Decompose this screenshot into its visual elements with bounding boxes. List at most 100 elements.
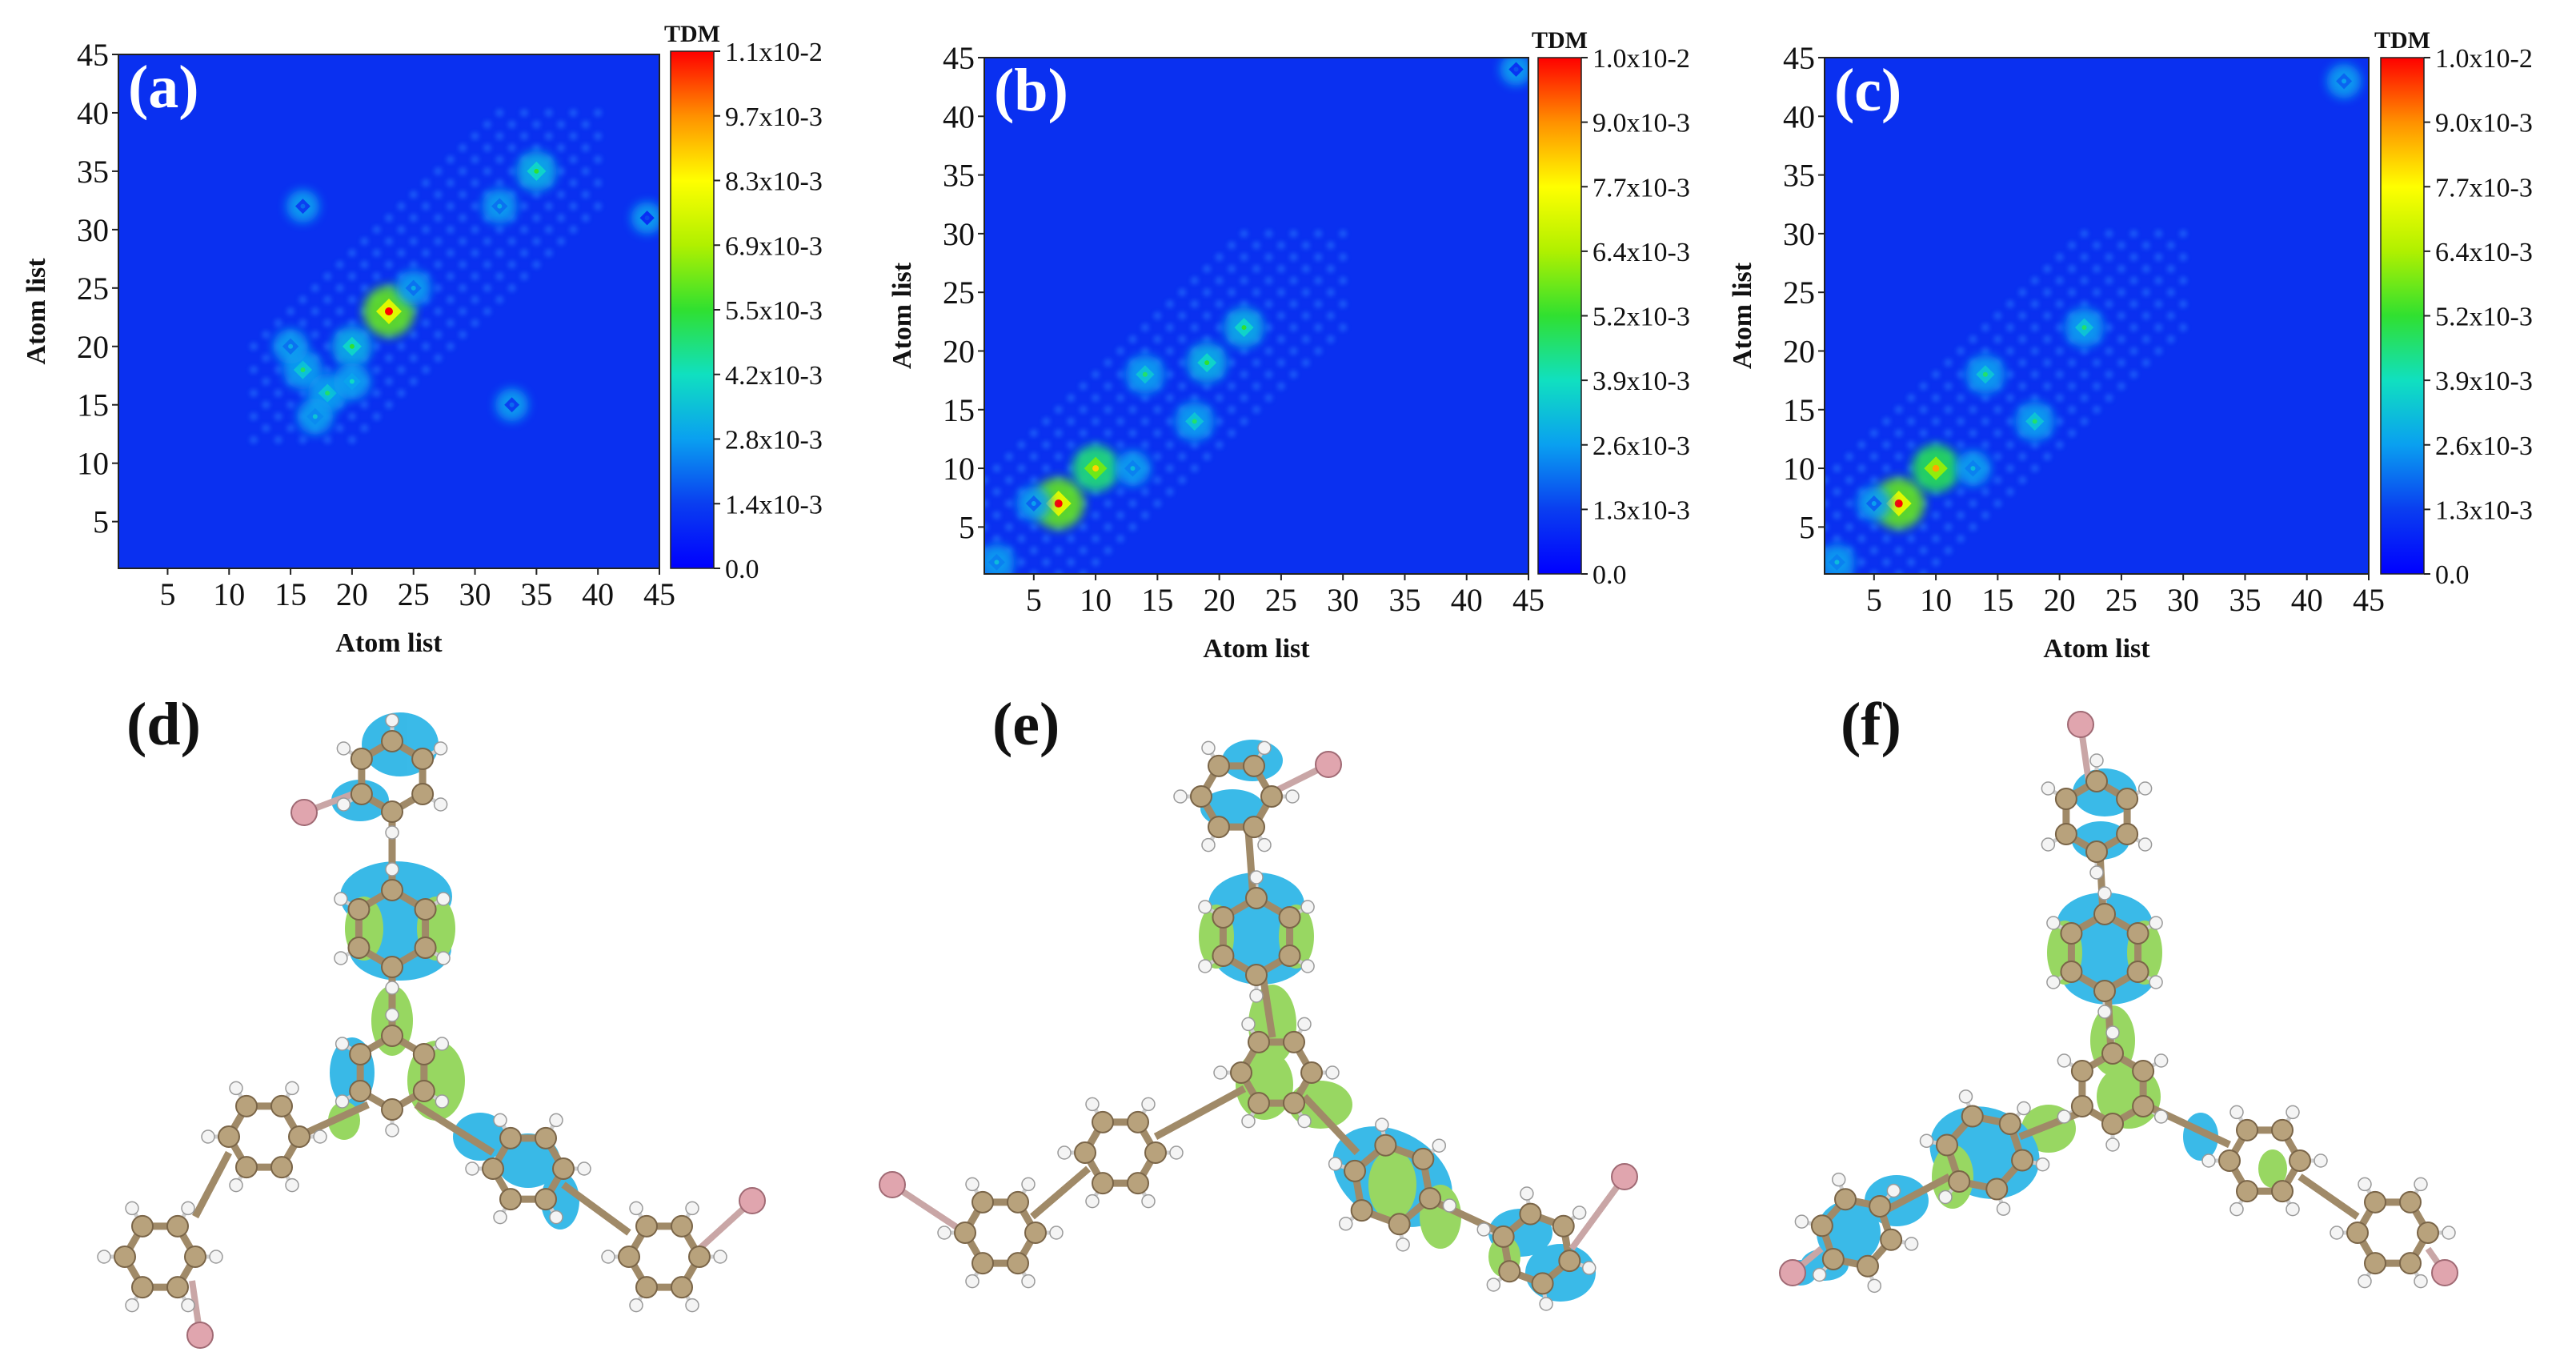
hydrogen-atom — [1325, 1065, 1340, 1080]
bromine-atom — [1315, 751, 1342, 778]
carbon-atom — [635, 1214, 658, 1238]
x-tick-label: 20 — [2044, 582, 2076, 618]
carbon-atom — [2132, 1060, 2155, 1082]
x-tick-label: 45 — [2353, 582, 2385, 618]
hydrogen-atom — [1241, 1113, 1256, 1129]
hydrogen-atom — [713, 1250, 727, 1264]
carbon-atom — [635, 1276, 658, 1299]
y-tick-label: 5 — [93, 504, 109, 540]
hydrogen-atom — [2229, 1105, 2244, 1120]
colorbar-tick-label: 0.0 — [1592, 560, 1627, 590]
hydrogen-atom — [493, 1113, 507, 1128]
bromine-atom — [186, 1322, 214, 1349]
x-tick-label: 35 — [2229, 582, 2261, 618]
carbon-atom — [1278, 945, 1301, 967]
x-tick-label: 45 — [643, 576, 675, 612]
plot-frame — [118, 54, 660, 569]
carbon-atom — [412, 1043, 435, 1065]
y-tick-label: 40 — [77, 95, 109, 131]
carbon-atom — [218, 1125, 240, 1148]
bromine-atom — [2067, 711, 2094, 738]
carbon-atom — [349, 1080, 372, 1102]
carbon-atom — [184, 1246, 206, 1268]
x-tick-label: 30 — [459, 576, 491, 612]
hydrogen-atom — [2149, 916, 2163, 930]
heatmap-hotspot — [2065, 307, 2104, 347]
y-tick-label: 25 — [1783, 275, 1815, 311]
colorbar — [670, 50, 715, 569]
y-tick-label: 25 — [77, 271, 109, 307]
carbon-atom — [1283, 1092, 1305, 1115]
bonds — [104, 720, 755, 1336]
carbon-atom — [1300, 1061, 1323, 1084]
colorbar-tick-label: 7.7x10-3 — [2435, 173, 2533, 203]
hydrogen-atom — [181, 1298, 195, 1313]
carbon-atom — [2070, 1095, 2093, 1117]
x-tick-label: 15 — [1981, 582, 2013, 618]
hydrogen-atom — [1257, 740, 1272, 756]
carbon-atom — [2101, 1113, 2124, 1135]
colorbar-tick-label: 5.5x10-3 — [725, 296, 823, 326]
heatmap-hotspot — [1224, 307, 1264, 348]
heatmap-hotspot — [1912, 444, 1960, 492]
hydrogen-atom — [385, 1008, 399, 1022]
heatmap-hotspot — [333, 363, 371, 400]
hydrogen-atom — [629, 1298, 643, 1313]
colorbar — [1537, 57, 1582, 575]
hydrogen-atom — [2314, 1153, 2328, 1168]
carbon-atom — [2417, 1222, 2439, 1244]
x-tick-label: 10 — [1080, 582, 1112, 618]
carbon-atom — [2060, 922, 2083, 945]
carbon-atom — [1350, 1199, 1373, 1222]
carbon-atom — [2101, 1042, 2124, 1065]
x-tick-label: 40 — [2291, 582, 2323, 618]
y-tick-label: 5 — [1799, 509, 1815, 545]
heatmap-panel: 5 10 15 20 25 30 35 40 45 5 10 15 20 25 30 35 40 45 Atom l… — [1728, 27, 2533, 664]
carbon-atom — [2054, 788, 2077, 810]
hydrogen-atom — [1085, 1193, 1100, 1209]
colorbar-tick-label: 9.0x10-3 — [2435, 109, 2533, 138]
hydrogen-atom — [2414, 1274, 2428, 1289]
carbon-atom — [1243, 816, 1265, 839]
colorbar-title: TDM — [1532, 27, 1588, 54]
hydrogen-atom — [1241, 1017, 1256, 1032]
y-tick-label: 35 — [77, 154, 109, 190]
carbon-atom — [288, 1125, 310, 1148]
hydrogen-atom — [1919, 1133, 1934, 1149]
hydrogen-atom — [336, 741, 351, 756]
carbon-atom — [350, 783, 373, 805]
heatmap-panel: 5 10 15 20 25 30 35 40 45 5 10 15 20 25 30 35 40 45 Atom l… — [22, 21, 823, 658]
hydrogen-atom — [1794, 1214, 1809, 1229]
carbon-atom — [1869, 1195, 1892, 1218]
carbon-atom — [1948, 1169, 1971, 1193]
x-tick-label: 40 — [582, 576, 614, 612]
hydrogen-atom — [1432, 1138, 1447, 1153]
hydrogen-atom — [2017, 1101, 2031, 1116]
carbon-atom — [1558, 1250, 1581, 1273]
carbon-atom — [1144, 1141, 1167, 1164]
hydrogen-atom — [2358, 1177, 2372, 1192]
hydrogen-atom — [1141, 1097, 1156, 1112]
panel-letter: (a) — [128, 54, 199, 121]
hydrogen-atom — [433, 741, 448, 756]
colorbar-tick-label: 6.9x10-3 — [725, 231, 823, 261]
carbon-atom — [1230, 1061, 1252, 1084]
panel-letter: (b) — [994, 57, 1068, 124]
hydrogen-atom — [1198, 959, 1212, 973]
bromine-atom — [290, 799, 318, 826]
heatmap-hotspot — [2326, 63, 2362, 98]
carbon-atom — [350, 748, 373, 770]
y-tick-label: 10 — [1783, 451, 1815, 487]
carbon-atom — [381, 1025, 403, 1047]
carbon-atom — [1834, 1188, 1857, 1211]
x-tick-label: 30 — [2167, 582, 2199, 618]
colorbar-tick-label: 5.2x10-3 — [2435, 303, 2533, 332]
hydrogen-atom — [1300, 900, 1315, 914]
hydrogen-atom — [435, 1037, 450, 1051]
carbon-atom — [2346, 1222, 2369, 1244]
panel-letter: (d) — [126, 691, 201, 758]
hydrogen-atom — [1572, 1206, 1587, 1220]
hydrogen-atom — [385, 713, 399, 728]
x-tick-label: 5 — [1026, 582, 1042, 618]
y-tick-label: 45 — [1783, 40, 1815, 76]
